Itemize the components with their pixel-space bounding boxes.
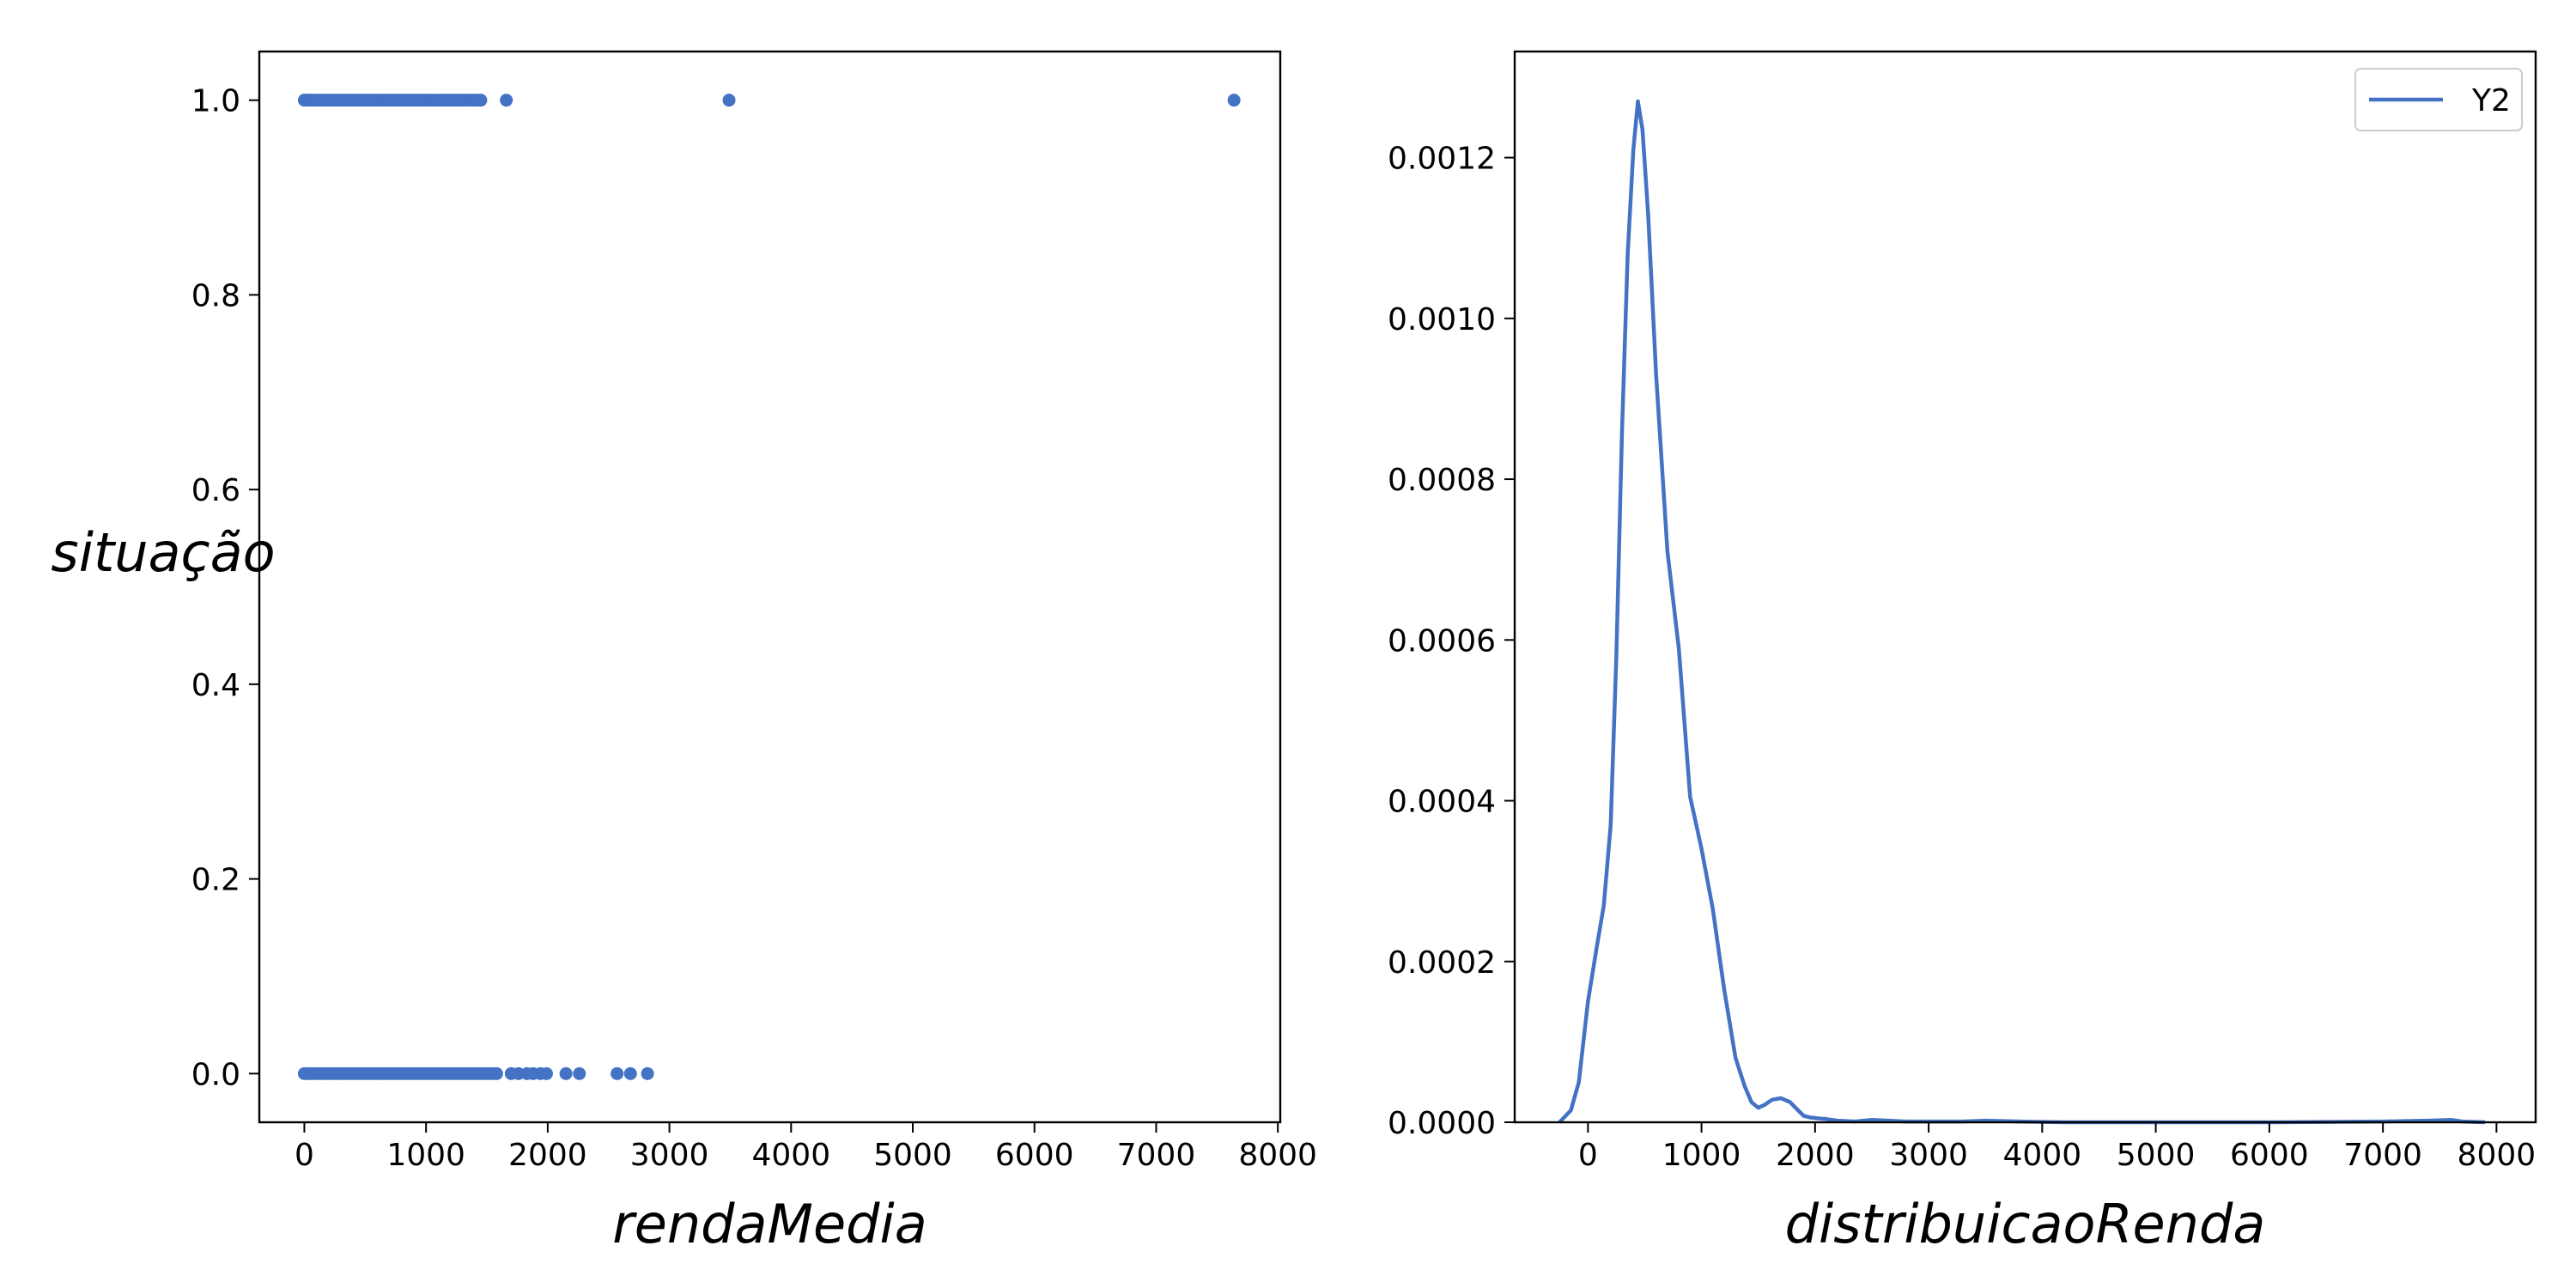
y-tick-label: 0.4 bbox=[191, 668, 240, 703]
plot-frame bbox=[1513, 50, 2537, 1124]
x-tick-label: 7000 bbox=[2343, 1138, 2422, 1173]
density-panel: 0 1000 2000 3000 4000 5000 6000 7000 8000 0.0000… bbox=[1388, 50, 2537, 1255]
legend: Y2 bbox=[2354, 68, 2523, 131]
y-axis-ticks: 0.0000 0.0002 0.0004 0.0006 0.0008 0.0010 0.00… bbox=[1388, 142, 1515, 1141]
density-curve bbox=[1558, 99, 2486, 1125]
y-tick-label: 0.0004 bbox=[1388, 785, 1496, 820]
x-tick-label: 1000 bbox=[386, 1138, 465, 1173]
x-tick-label: 3000 bbox=[1889, 1138, 1968, 1173]
y-tick-label: 0.8 bbox=[191, 278, 240, 313]
scatter-point bbox=[641, 1066, 654, 1080]
x-tick-label: 8000 bbox=[1238, 1138, 1317, 1173]
x-tick-label: 5000 bbox=[873, 1138, 952, 1173]
scatter-panel: 0 1000 2000 3000 4000 5000 6000 7000 8000 0.0 0.2… bbox=[51, 50, 1317, 1255]
y-tick-label: 0.2 bbox=[191, 863, 240, 898]
x-tick-label: 3000 bbox=[630, 1138, 709, 1173]
x-tick-label: 5000 bbox=[2117, 1138, 2196, 1173]
y-tick-label: 0.0012 bbox=[1388, 142, 1496, 177]
scatter-point bbox=[539, 1066, 553, 1080]
scatter-point bbox=[623, 1066, 637, 1080]
x-axis-ticks: 0 1000 2000 3000 4000 5000 6000 7000 8000 bbox=[1578, 1122, 2536, 1173]
plot-frame bbox=[258, 50, 1282, 1124]
scatter-point bbox=[474, 94, 488, 107]
legend-label: Y2 bbox=[2471, 83, 2511, 118]
density-line bbox=[1558, 99, 2486, 1125]
x-axis-label: rendaMedia bbox=[612, 1193, 927, 1255]
y-tick-label: 0.0 bbox=[191, 1057, 240, 1092]
x-axis-ticks: 0 1000 2000 3000 4000 5000 6000 7000 8000 bbox=[295, 1122, 1317, 1173]
scatter-point bbox=[500, 94, 513, 107]
scatter-point bbox=[611, 1066, 624, 1080]
x-tick-label: 0 bbox=[1578, 1138, 1598, 1173]
scatter-point bbox=[722, 94, 736, 107]
scatter-point bbox=[1227, 94, 1241, 107]
y-tick-label: 1.0 bbox=[191, 84, 240, 119]
y-axis-ticks: 0.0 0.2 0.4 0.6 0.8 1.0 bbox=[191, 84, 259, 1092]
x-tick-label: 8000 bbox=[2458, 1138, 2537, 1173]
x-tick-label: 7000 bbox=[1117, 1138, 1196, 1173]
scatter-point bbox=[573, 1066, 586, 1080]
y-tick-label: 0.0002 bbox=[1388, 945, 1496, 981]
y-tick-label: 0.0000 bbox=[1388, 1106, 1496, 1141]
y-tick-label: 0.0008 bbox=[1388, 463, 1496, 498]
x-axis-label: distribuicaoRenda bbox=[1785, 1193, 2266, 1255]
x-tick-label: 6000 bbox=[2230, 1138, 2309, 1173]
y-tick-label: 0.0006 bbox=[1388, 623, 1496, 659]
x-tick-label: 1000 bbox=[1662, 1138, 1741, 1173]
y-tick-label: 0.6 bbox=[191, 473, 240, 508]
x-tick-label: 4000 bbox=[751, 1138, 830, 1173]
y-tick-label: 0.0010 bbox=[1388, 302, 1496, 337]
scatter-point bbox=[559, 1066, 573, 1080]
x-tick-label: 6000 bbox=[995, 1138, 1074, 1173]
x-tick-label: 4000 bbox=[2003, 1138, 2082, 1173]
x-tick-label: 0 bbox=[295, 1138, 314, 1173]
y-axis-label: situação bbox=[51, 521, 275, 584]
x-tick-label: 2000 bbox=[508, 1138, 587, 1173]
scatter-points bbox=[297, 94, 1241, 1080]
scatter-point bbox=[489, 1066, 503, 1080]
x-tick-label: 2000 bbox=[1776, 1138, 1855, 1173]
